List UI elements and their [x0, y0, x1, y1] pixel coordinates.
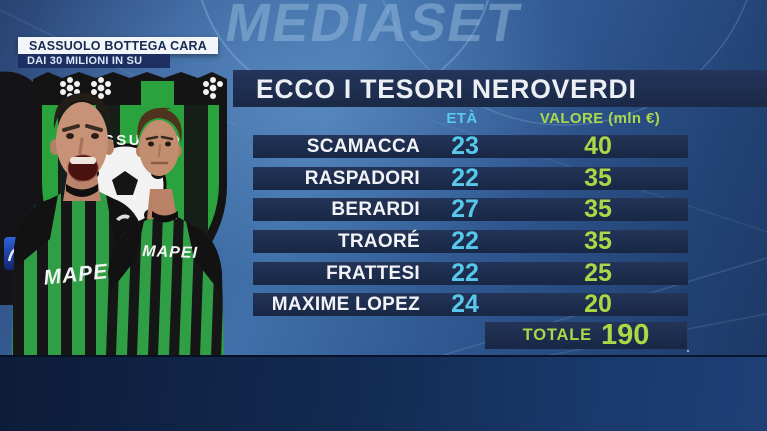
player-age: 22 — [451, 259, 479, 287]
player-age: 27 — [451, 195, 479, 223]
bottom-band — [0, 355, 767, 431]
column-header-value: VALORE (mln €) — [539, 110, 661, 127]
player-value: 20 — [584, 290, 612, 318]
total-value: 190 — [600, 319, 650, 351]
jersey-sponsor-text: MAPEI — [142, 243, 198, 262]
crest-flower-icons — [60, 77, 223, 99]
player-value: 25 — [584, 259, 612, 287]
player-name: MAXIME LOPEZ — [271, 294, 420, 315]
player-age: 24 — [451, 290, 479, 318]
banner-headline: SASSUOLO BOTTEGA CARA — [18, 37, 218, 54]
player-raspadori: MAPEI — [106, 107, 224, 355]
table-row: RASPADORI 22 35 — [253, 164, 688, 192]
player-value: 35 — [584, 195, 612, 223]
total-label: TOTALE — [522, 326, 592, 344]
player-name: RASPADORI — [304, 168, 420, 189]
player-age: 22 — [451, 164, 479, 192]
table-row: TRAORÉ 22 35 — [253, 227, 688, 255]
player-name: TRAORÉ — [337, 231, 420, 252]
player-name: BERARDI — [331, 199, 420, 220]
player-value: 35 — [584, 227, 612, 255]
panel-title: ECCO I TESORI NEROVERDI — [233, 70, 767, 107]
table-row: FRATTESI 22 25 — [253, 259, 688, 287]
banner-subheadline: DAI 30 MILIONI IN SU — [18, 54, 170, 68]
player-name: SCAMACCA — [306, 136, 420, 157]
total-bar: TOTALE 190 — [485, 319, 687, 351]
player-age: 23 — [451, 132, 479, 160]
table-row: SCAMACCA 23 40 — [253, 132, 688, 160]
table-row: BERARDI 27 35 — [253, 195, 688, 223]
player-name: FRATTESI — [326, 263, 420, 284]
column-header-age: ETÀ — [446, 110, 478, 127]
puma-logo-icon — [116, 214, 130, 221]
player-value: 40 — [584, 132, 612, 160]
mediaset-watermark: MEDIASET — [220, 0, 527, 53]
table-row: MAXIME LOPEZ 24 20 — [253, 290, 688, 318]
player-value: 35 — [584, 164, 612, 192]
sassuolo-crest-and-players-photo: SASSUOLO — [0, 71, 227, 355]
player-age: 22 — [451, 227, 479, 255]
